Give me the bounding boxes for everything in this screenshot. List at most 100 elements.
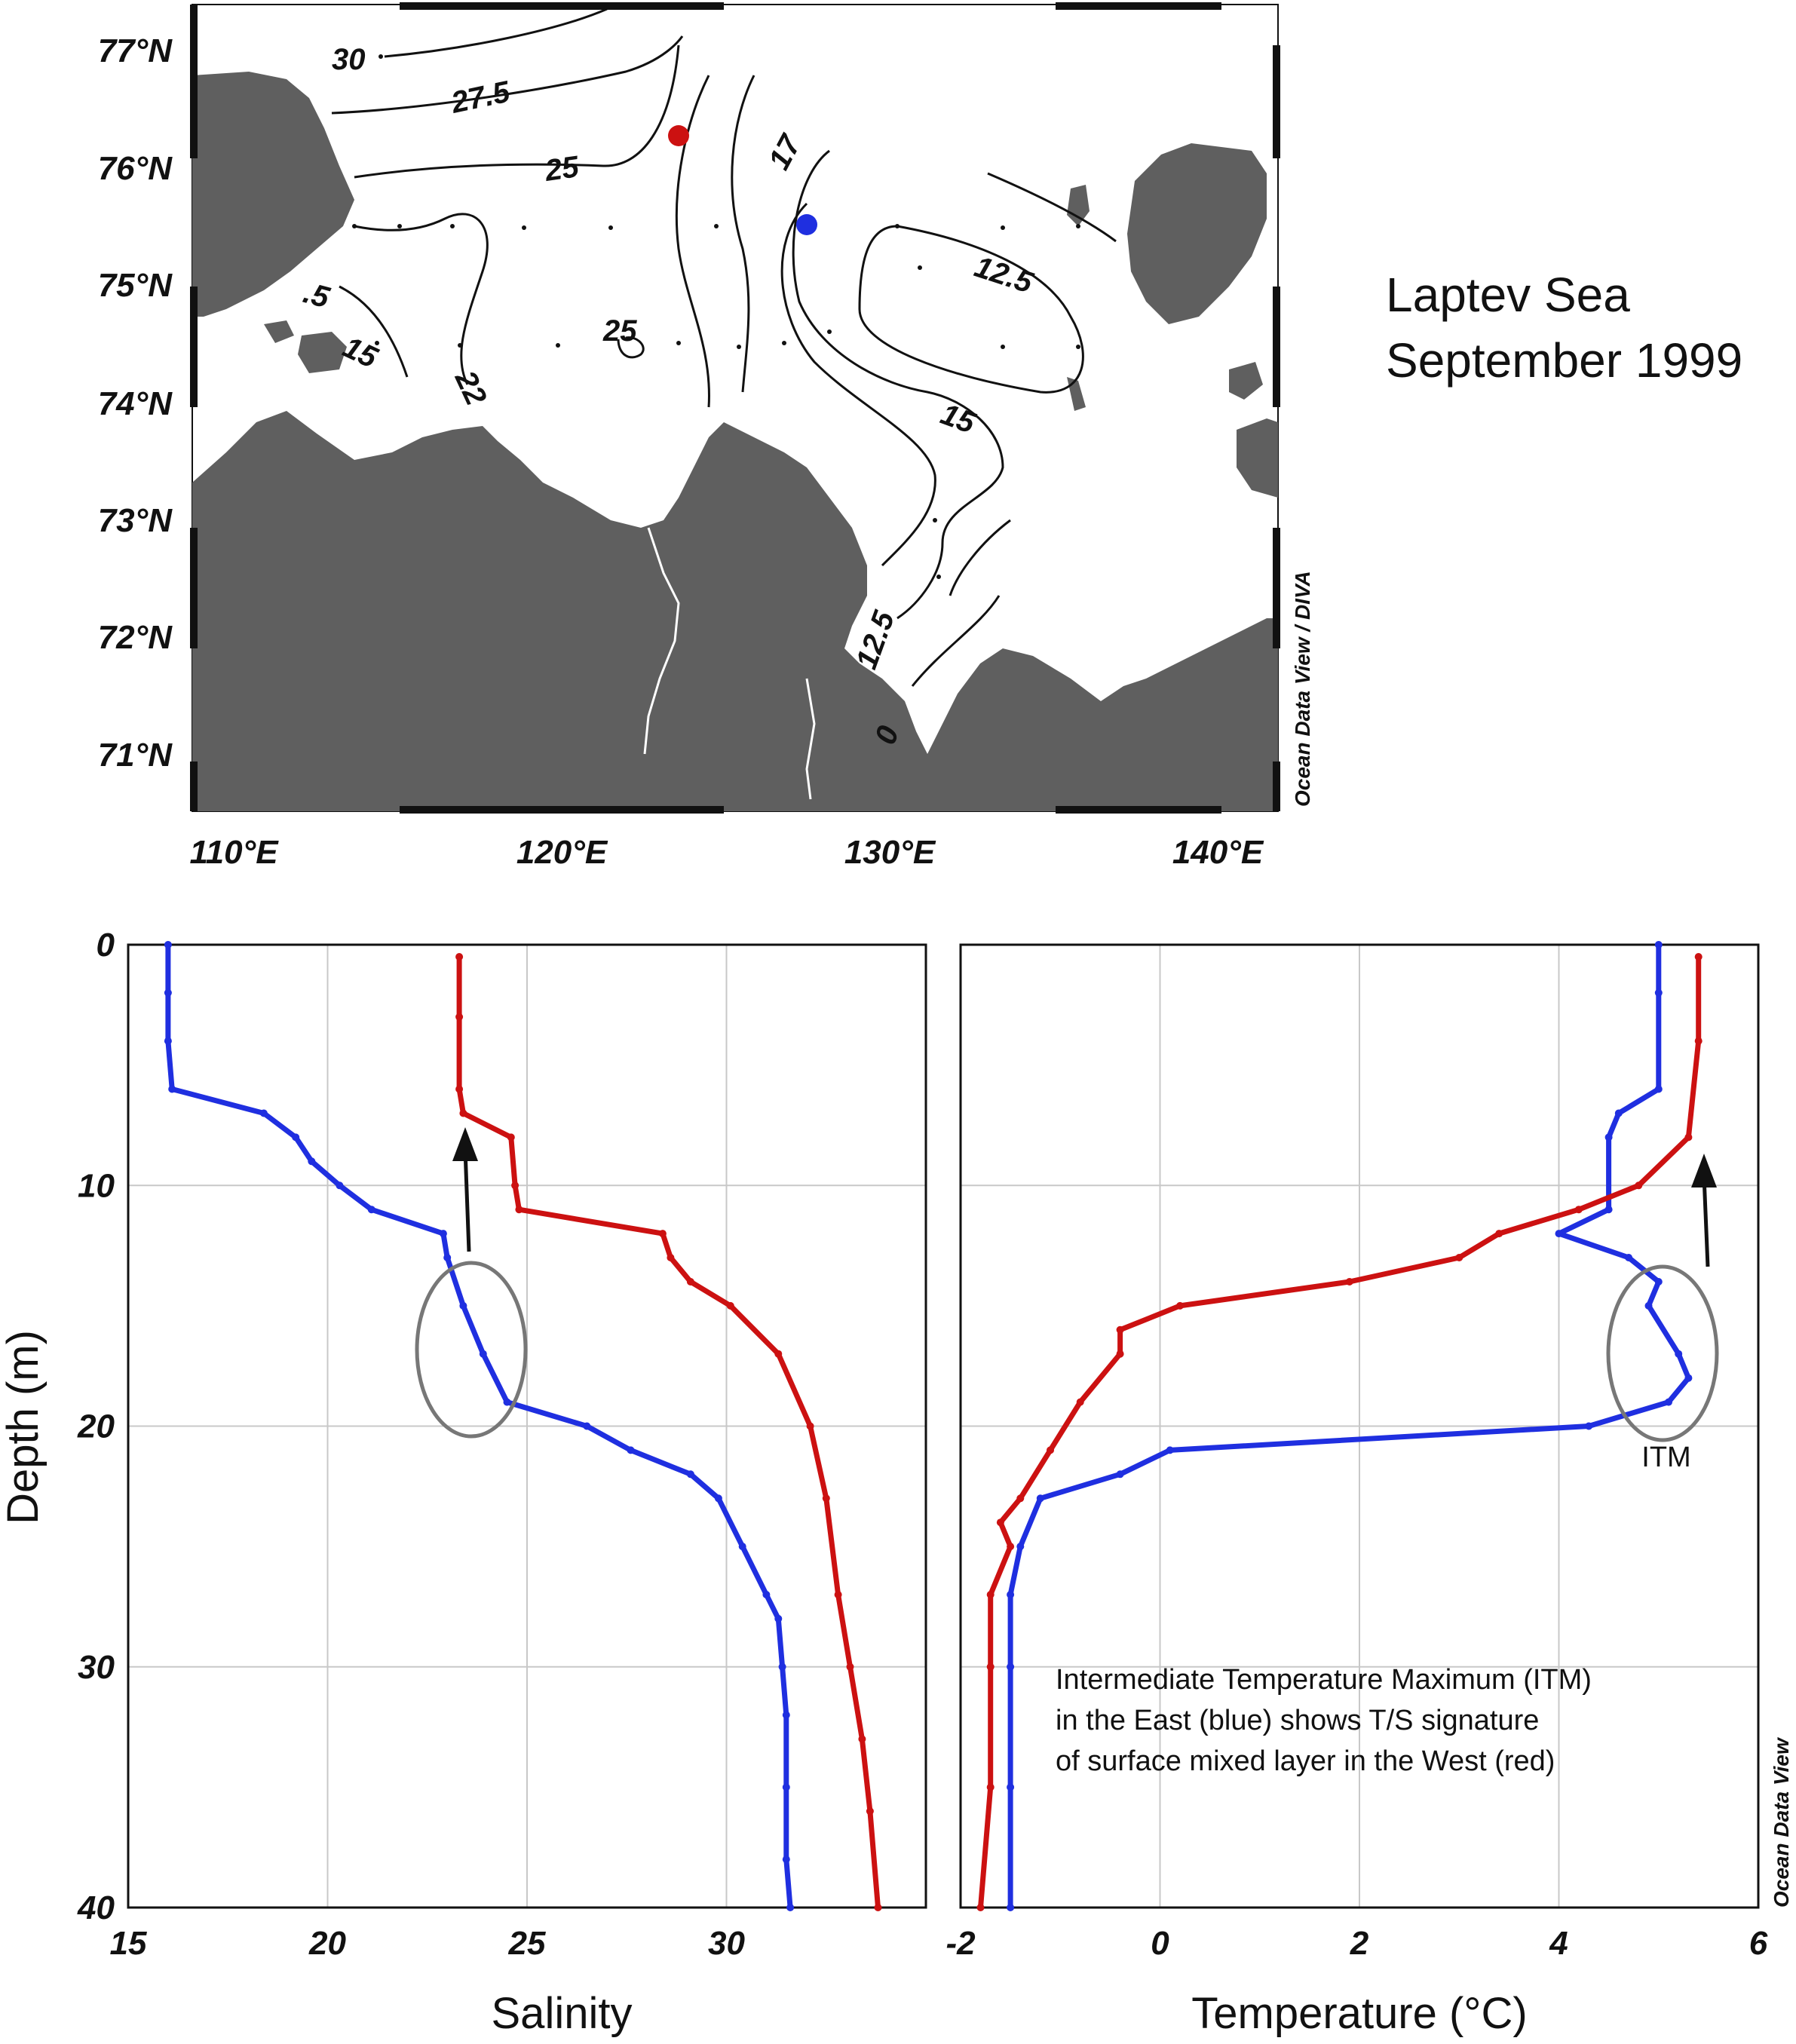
river-lena xyxy=(643,527,680,755)
salinity-data-point xyxy=(726,1301,734,1310)
salinity-data-point xyxy=(259,1109,268,1117)
lon-label: 120°E xyxy=(516,834,608,871)
temperature-data-point xyxy=(976,1904,985,1911)
temperature-x-tick-label: 0 xyxy=(1151,1925,1169,1962)
temperature-arrow-shaft xyxy=(1702,1175,1710,1267)
salinity-data-point xyxy=(667,1254,675,1261)
salinity-x-label: Salinity xyxy=(492,1989,633,2038)
map-lat-labels: 77°N 76°N 75°N 74°N 73°N 72°N 71°N xyxy=(98,32,173,774)
salinity-data-point xyxy=(479,1350,487,1358)
salinity-data-point xyxy=(686,1470,694,1479)
temperature-x-tick-label: 2 xyxy=(1350,1925,1369,1962)
temperature-data-point xyxy=(1684,1374,1693,1382)
salinity-data-point xyxy=(686,1278,694,1286)
salinity-data-point xyxy=(515,1206,523,1214)
temperature-x-tick-label: 6 xyxy=(1749,1925,1768,1962)
lon-label: 130°E xyxy=(844,834,936,871)
contour-small-25 xyxy=(617,336,645,359)
salinity-data-point xyxy=(782,1856,790,1864)
temperature-data-point xyxy=(986,1662,995,1671)
temperature-x-tick-label: -2 xyxy=(946,1925,976,1962)
temperature-data-point xyxy=(1166,1446,1174,1454)
salinity-data-point xyxy=(459,1301,467,1310)
temperature-data-point xyxy=(1345,1278,1353,1286)
map-lon-labels: 110°E 120°E 130°E 140°E xyxy=(189,834,1264,871)
contour-12-5 xyxy=(858,225,1084,394)
salinity-data-point xyxy=(455,953,464,961)
island-w2 xyxy=(264,320,294,343)
contour-label: 25 xyxy=(542,150,581,188)
temperature-data-point xyxy=(1076,1398,1084,1406)
salinity-data-point xyxy=(455,1085,464,1093)
temperature-data-point xyxy=(1684,1133,1693,1142)
salinity-x-tick-label: 15 xyxy=(110,1925,147,1962)
salinity-series-line-0 xyxy=(165,945,793,1908)
temperature-data-point xyxy=(1604,1133,1613,1142)
salinity-data-point xyxy=(774,1350,783,1358)
salinity-data-point xyxy=(164,941,172,948)
temperature-data-point xyxy=(1654,1085,1663,1093)
salinity-y-tick-label: 20 xyxy=(77,1408,115,1445)
salinity-x-ticks: 15 20 25 30 xyxy=(110,1925,746,1962)
temperature-credit: Ocean Data View xyxy=(1770,1736,1793,1908)
lat-label: 74°N xyxy=(98,385,173,422)
contour-inner2 xyxy=(780,202,936,567)
salinity-data-point xyxy=(164,1037,172,1045)
lat-label: 72°N xyxy=(98,619,173,656)
temperature-data-point xyxy=(1614,1109,1623,1117)
temperature-data-point xyxy=(1007,1591,1015,1598)
contour-25 xyxy=(354,44,680,179)
salinity-data-point xyxy=(439,1230,447,1238)
temperature-data-point xyxy=(1007,1783,1015,1791)
lon-label: 110°E xyxy=(189,834,279,871)
temperature-data-point xyxy=(1675,1350,1683,1358)
contour-west-inner xyxy=(339,285,409,378)
map-contours xyxy=(331,8,1117,687)
temperature-data-point xyxy=(1665,1398,1672,1406)
salinity-data-point xyxy=(866,1807,874,1816)
note-line1: Intermediate Temperature Maximum (ITM) xyxy=(1056,1664,1592,1696)
salinity-data-point xyxy=(627,1446,635,1454)
salinity-data-point xyxy=(822,1494,830,1503)
map-panel: 30 27.5 25 17 12.5 15 22 25 15 12.5 0 .5… xyxy=(98,2,1742,871)
temperature-data-point xyxy=(1116,1325,1124,1334)
contour-12-5-south xyxy=(949,519,1011,596)
land-east-1 xyxy=(1127,143,1267,324)
temperature-data-point xyxy=(1574,1206,1583,1214)
salinity-data-point xyxy=(762,1591,771,1598)
temperature-data-point xyxy=(1635,1181,1643,1190)
map-dashes xyxy=(190,2,1280,814)
map-title-line1: Laptev Sea xyxy=(1386,268,1630,322)
temperature-data-point xyxy=(1007,1904,1015,1911)
salinity-y-tick-label: 30 xyxy=(78,1649,115,1686)
temperature-series xyxy=(976,941,1703,1911)
salinity-data-point xyxy=(658,1230,667,1238)
temperature-x-tick-label: 4 xyxy=(1549,1925,1568,1962)
salinity-x-tick-label: 25 xyxy=(508,1925,546,1962)
temperature-data-point xyxy=(1176,1301,1184,1310)
station-west-marker xyxy=(668,125,689,146)
salinity-data-point xyxy=(503,1398,511,1406)
salinity-data-point xyxy=(292,1133,300,1142)
contour-30 xyxy=(384,8,608,58)
salinity-data-point xyxy=(782,1783,790,1791)
salinity-data-point xyxy=(782,1711,790,1719)
note-line3: of surface mixed layer in the West (red) xyxy=(1056,1745,1555,1777)
temperature-data-point xyxy=(1016,1543,1025,1551)
station-east-marker xyxy=(796,214,817,235)
lat-label: 77°N xyxy=(98,32,173,69)
salinity-data-point xyxy=(806,1422,814,1430)
temperature-arrow-head xyxy=(1691,1154,1717,1187)
contour-17b xyxy=(731,75,755,393)
salinity-y-tick-label: 40 xyxy=(77,1889,115,1926)
salinity-data-point xyxy=(858,1735,866,1743)
salinity-data-point xyxy=(336,1181,344,1190)
salinity-x-tick-label: 30 xyxy=(708,1925,745,1962)
salinity-data-point xyxy=(583,1422,591,1430)
land-east-4 xyxy=(1067,185,1090,226)
temperature-data-point xyxy=(1116,1470,1124,1479)
temperature-itm-ellipse xyxy=(1606,1264,1719,1442)
salinity-arrow-shaft xyxy=(463,1149,471,1252)
temperature-data-point xyxy=(1644,1301,1653,1310)
